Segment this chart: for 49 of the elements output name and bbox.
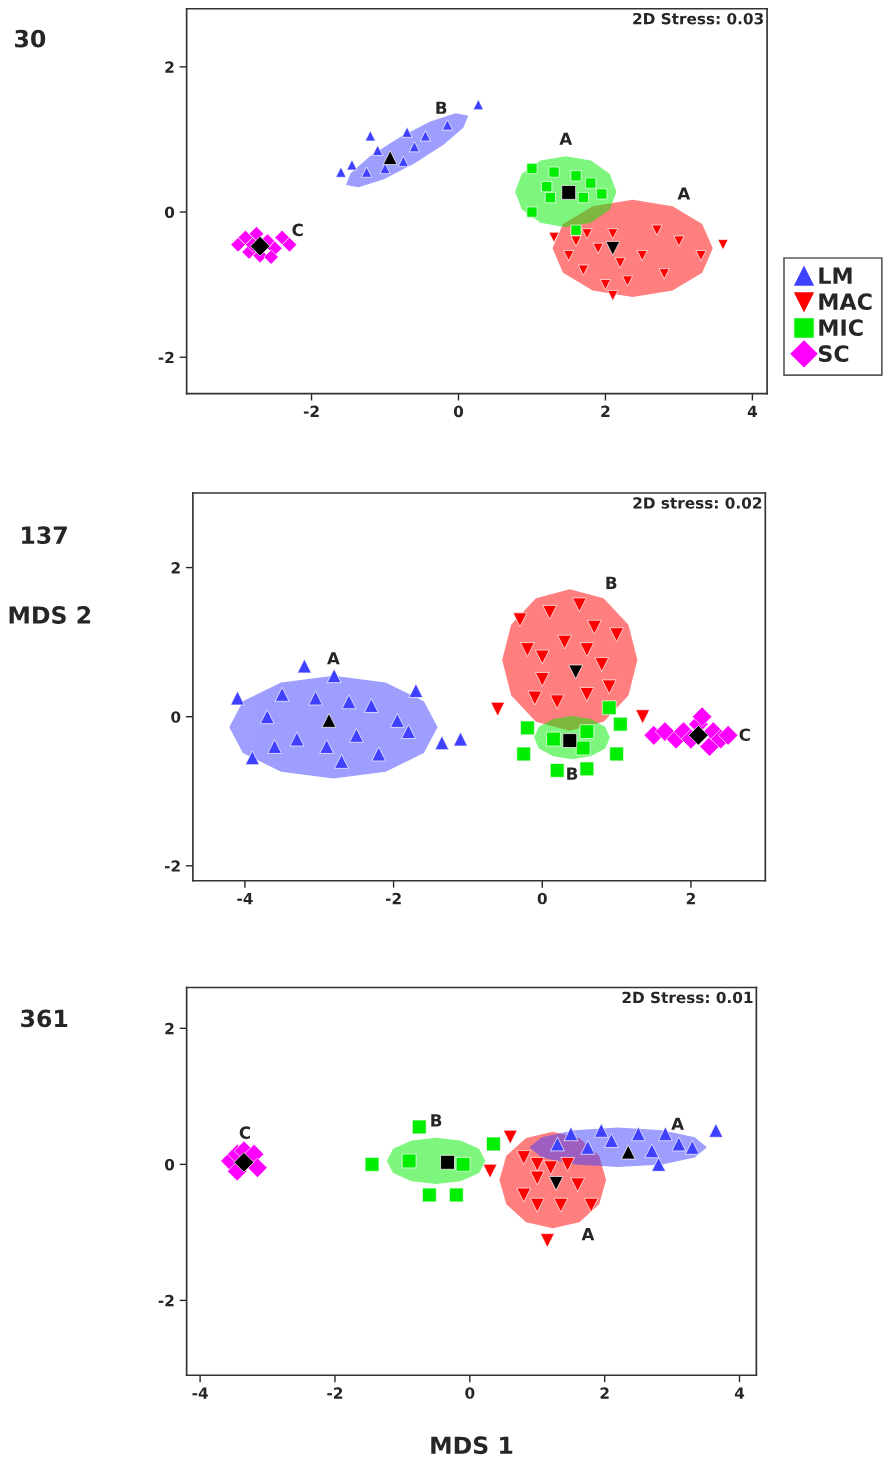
y-tick-label: 0	[164, 206, 175, 219]
x-tick-label: 2	[600, 1387, 609, 1399]
x-tick-label: 0	[453, 405, 464, 418]
annotation: 2D Stress: 0.03	[633, 12, 763, 25]
annotation: B	[431, 1114, 442, 1127]
point	[408, 683, 424, 698]
x-tick-label: 4	[747, 405, 758, 417]
y-tick-label: 0	[171, 711, 181, 723]
x-tick-label: -2	[327, 1387, 343, 1399]
legend-label: SC	[818, 345, 849, 362]
y-axis-title: MDS 2	[9, 606, 91, 624]
text: 361	[21, 1009, 68, 1028]
annotation: A	[559, 132, 573, 145]
text: 30	[15, 29, 46, 48]
point	[577, 192, 589, 204]
annotation: B	[606, 576, 617, 589]
y-tick-label: 2	[171, 562, 180, 574]
annotation: A	[671, 1117, 684, 1130]
y-tick-label: 2	[165, 1022, 174, 1035]
annotation: C	[292, 223, 303, 237]
x-tick-label: -4	[192, 1387, 208, 1399]
annotation: B	[567, 767, 578, 780]
annotation: A	[677, 187, 691, 200]
x-tick-label: 2	[601, 405, 610, 417]
annotation: 2D stress: 0.02	[633, 497, 762, 509]
x-tick-label: -2	[385, 892, 401, 905]
x-tick-label: 2	[686, 892, 695, 905]
x-axis-title: MDS 1	[431, 1436, 513, 1455]
point	[233, 1152, 255, 1173]
annotation: A	[327, 652, 340, 665]
y-tick-label: -2	[158, 351, 174, 364]
annotation: C	[739, 728, 750, 742]
legend-label: MAC	[819, 293, 872, 311]
y-tick-label: 0	[164, 1158, 175, 1171]
legend-label: MIC	[819, 319, 863, 337]
annotation: C	[239, 1126, 251, 1139]
legend-label: LM	[819, 267, 852, 284]
x-tick-label: -2	[303, 405, 319, 417]
y-tick-label: -2	[164, 860, 180, 872]
x-tick-label: 4	[734, 1387, 745, 1399]
y-tick-label: 2	[165, 61, 174, 73]
text: 137	[22, 526, 67, 545]
y-tick-label: -2	[158, 1294, 174, 1307]
x-tick-label: 0	[465, 1387, 475, 1399]
annotation: A	[581, 1228, 595, 1241]
x-tick-label: 0	[537, 892, 547, 905]
annotation: B	[436, 101, 447, 114]
x-tick-label: -4	[237, 893, 253, 905]
annotation: 2D Stress: 0.01	[622, 991, 753, 1004]
